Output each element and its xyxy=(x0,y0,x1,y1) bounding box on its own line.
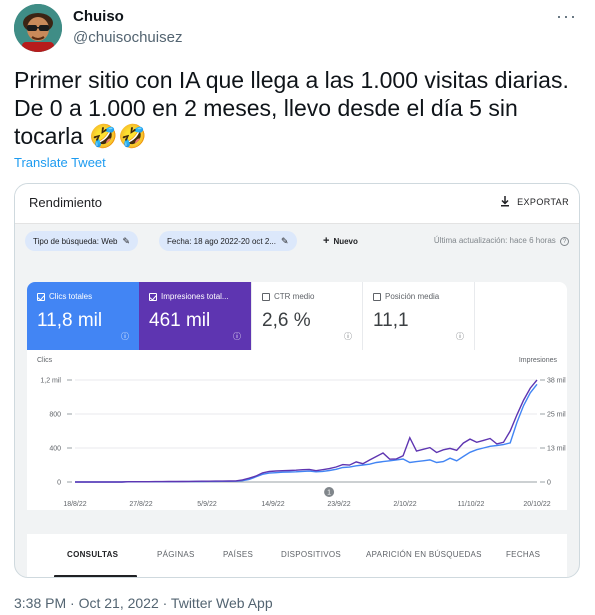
left-tick-label: 400 xyxy=(49,446,61,453)
x-tick-label: 5/9/22 xyxy=(197,501,217,508)
avatar-illustration xyxy=(14,4,62,52)
export-button[interactable]: EXPORTAR xyxy=(500,196,569,207)
help-icon[interactable]: ⓘ xyxy=(456,332,464,341)
checkbox-icon[interactable] xyxy=(373,292,381,301)
author-handle[interactable]: @chuisochuisez xyxy=(73,29,183,46)
help-icon[interactable]: ⓘ xyxy=(344,332,352,341)
metric-label: Impresiones total... xyxy=(161,292,229,301)
metric-value: 461 mil xyxy=(149,310,211,331)
date-label: Fecha: 18 ago 2022-20 oct 2... xyxy=(167,236,276,246)
tab-aparicion[interactable]: APARICIÓN EN BÚSQUEDAS xyxy=(366,550,482,559)
left-tick-label: 0 xyxy=(57,480,61,487)
series-line-impresiones xyxy=(75,379,538,483)
author-name[interactable]: Chuiso xyxy=(73,8,124,25)
metric-label: Posición media xyxy=(385,292,440,301)
checkbox-icon[interactable] xyxy=(262,292,270,301)
metric-value: 11,1 xyxy=(373,310,409,331)
metric-label: CTR medio xyxy=(274,292,315,301)
x-tick-label: 23/9/22 xyxy=(327,501,350,508)
plus-icon: + xyxy=(323,235,330,247)
metric-average-ctr[interactable]: CTR medio 2,6 % ⓘ xyxy=(251,282,363,350)
metric-total-clicks[interactable]: Clics totales 11,8 mil ⓘ xyxy=(27,282,139,350)
x-tick-label: 2/10/22 xyxy=(393,501,416,508)
x-tick-label: 27/8/22 xyxy=(129,501,152,508)
performance-chart: Clics Impresiones 1,2 mil 38 mil 800 25 mil 40… xyxy=(37,357,566,508)
metric-total-impressions[interactable]: Impresiones total... 461 mil ⓘ xyxy=(139,282,251,350)
help-icon[interactable]: ? xyxy=(560,237,569,246)
search-type-chip[interactable]: Tipo de búsqueda: Web ✎ xyxy=(25,231,139,251)
metric-label: Clics totales xyxy=(49,292,93,301)
new-filter-button[interactable]: + Nuevo xyxy=(323,235,358,247)
tab-paises[interactable]: PAÍSES xyxy=(223,550,254,559)
tweet-timestamp[interactable]: 3:38 PM · Oct 21, 2022 · Twitter Web App xyxy=(14,595,273,611)
filter-bar: Tipo de búsqueda: Web ✎ Fecha: 18 ago 20… xyxy=(25,231,569,251)
new-filter-label: Nuevo xyxy=(333,237,358,246)
metric-average-position[interactable]: Posición media 11,1 ⓘ xyxy=(363,282,475,350)
right-tick-label: 38 mil xyxy=(547,378,566,385)
edit-pencil-icon: ✎ xyxy=(122,235,131,246)
x-tick-label: 20/10/22 xyxy=(523,501,550,508)
left-tick-label: 1,2 mil xyxy=(40,378,61,385)
left-tick-label: 800 xyxy=(49,412,61,419)
date-chip[interactable]: Fecha: 18 ago 2022-20 oct 2... ✎ xyxy=(159,231,297,251)
x-tick-label: 14/9/22 xyxy=(261,501,284,508)
translate-tweet-link[interactable]: Translate Tweet xyxy=(14,155,106,170)
checkbox-icon[interactable] xyxy=(149,292,157,301)
last-update-text: Última actualización: hace 6 horas ? xyxy=(434,236,569,246)
help-icon[interactable]: ⓘ xyxy=(121,332,129,341)
help-icon[interactable]: ⓘ xyxy=(233,332,241,341)
card-header: Rendimiento EXPORTAR xyxy=(15,184,579,224)
x-tick-label: 11/10/22 xyxy=(458,501,485,508)
more-options-icon[interactable]: ··· xyxy=(556,6,577,26)
last-update-label: Última actualización: hace 6 horas xyxy=(433,236,556,245)
active-tab-indicator xyxy=(54,575,137,577)
avatar[interactable] xyxy=(14,4,62,52)
search-type-label: Tipo de búsqueda: Web xyxy=(33,236,118,246)
annotation-marker xyxy=(324,487,335,497)
right-tick-label: 0 xyxy=(547,480,551,487)
right-axis-title: Impresiones xyxy=(519,357,558,364)
performance-panel: Clics totales 11,8 mil ⓘ Impresiones tot… xyxy=(27,282,567,510)
tab-paginas[interactable]: PÁGINAS xyxy=(157,550,195,559)
metric-value: 11,8 mil xyxy=(37,310,103,331)
export-label: EXPORTAR xyxy=(517,196,569,207)
x-tick-label: 18/8/22 xyxy=(63,501,86,508)
annotation-label: 1 xyxy=(327,490,331,497)
tab-consultas[interactable]: CONSULTAS xyxy=(67,550,119,559)
left-axis-title: Clics xyxy=(37,357,53,364)
right-tick-label: 13 mil xyxy=(547,446,566,453)
series-line-clics xyxy=(75,383,538,483)
download-icon xyxy=(501,196,510,207)
tweet-media-card[interactable]: Rendimiento EXPORTAR Tipo de búsqueda: W… xyxy=(14,183,580,578)
tab-fechas[interactable]: FECHAS xyxy=(506,550,541,559)
report-tabs: CONSULTAS PÁGINAS PAÍSES DISPOSITIVOS AP… xyxy=(27,534,567,577)
card-title: Rendimiento xyxy=(29,195,102,210)
tab-dispositivos[interactable]: DISPOSITIVOS xyxy=(281,550,342,559)
metric-value: 2,6 % xyxy=(262,310,311,331)
edit-pencil-icon: ✎ xyxy=(280,235,289,246)
tweet-text: Primer sitio con IA que llega a las 1.00… xyxy=(14,67,569,149)
right-tick-label: 25 mil xyxy=(547,412,566,419)
checkbox-icon[interactable] xyxy=(37,292,45,301)
